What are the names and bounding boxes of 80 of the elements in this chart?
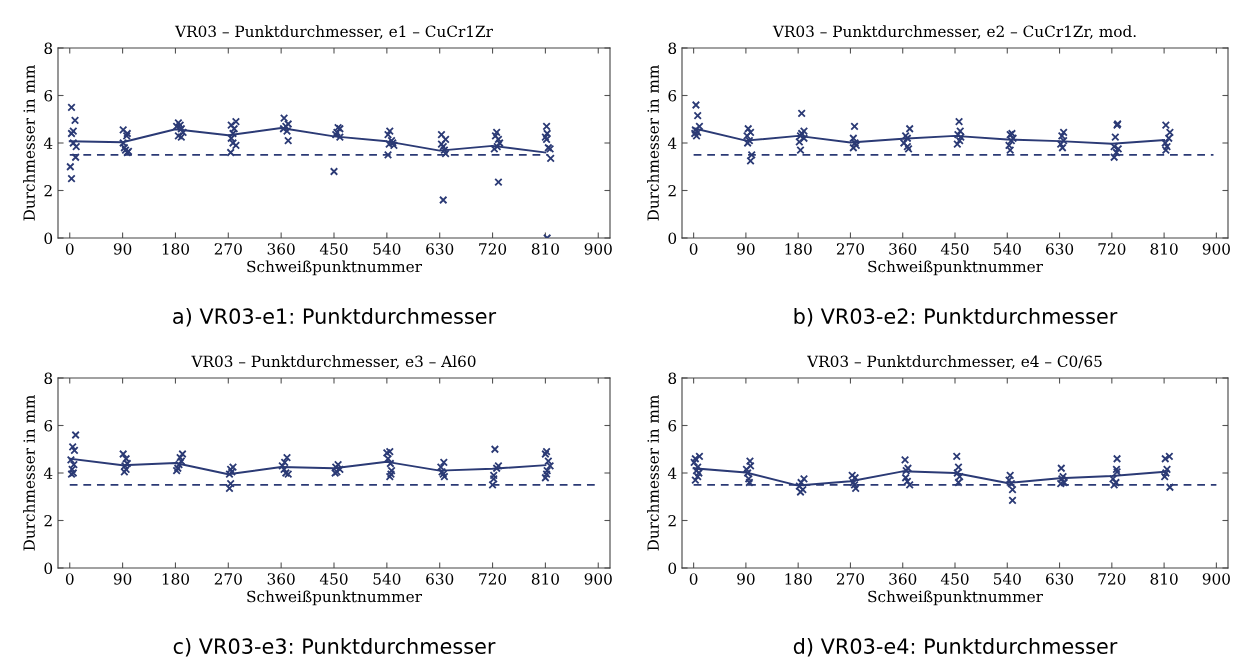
y-tick-label: 4 <box>43 137 53 149</box>
y-tick-label: 6 <box>44 89 53 102</box>
y-tick-label: 2 <box>668 514 676 527</box>
x-tick-label: 900 <box>1202 243 1230 255</box>
y-tick-label: 6 <box>668 89 677 102</box>
x-tick-label: 450 <box>940 573 969 585</box>
x-tick-label: 180 <box>785 243 812 255</box>
x-tick-label: 0 <box>689 243 698 255</box>
x-tick-label: 270 <box>836 573 865 585</box>
x-tick-label: 90 <box>737 243 755 255</box>
x-tick-label: 810 <box>531 573 559 585</box>
chart-title: VR03 – Punktdurchmesser, e1 – CuCr1Zr <box>174 25 493 39</box>
x-tick-label: 900 <box>1202 573 1230 585</box>
y-tick-label: 8 <box>44 42 53 55</box>
x-axis-title: Schweißpunktnummer <box>247 260 422 276</box>
x-tick-label: 540 <box>373 243 401 255</box>
text: a) VR03-e1: Punktdurchmesser <box>173 307 497 327</box>
y-tick-label: 6 <box>44 419 53 432</box>
y-tick-label: 2 <box>668 184 676 197</box>
x-tick-label: 900 <box>584 573 612 585</box>
x-tick-label: 180 <box>162 573 190 585</box>
x-axis-title: Schweißpunktnummer <box>247 590 422 606</box>
x-tick-label: 360 <box>889 573 917 585</box>
x-tick-label: 0 <box>65 573 74 585</box>
chart-title: VR03 – Punktdurchmesser, e2 – CuCr1Zr, mod. <box>772 25 1136 39</box>
y-tick-label: 0 <box>44 232 53 245</box>
x-tick-label: 450 <box>319 243 348 255</box>
chart-title: VR03 – Punktdurchmesser, e3 – Al60 <box>191 355 476 369</box>
x-tick-label: 720 <box>1098 573 1126 585</box>
x-tick-label: 540 <box>993 243 1021 255</box>
x-tick-label: 360 <box>267 573 295 585</box>
chart-title: VR03 – Punktdurchmesser, e4 – C0/65 <box>807 355 1102 369</box>
x-tick-label: 630 <box>426 573 454 585</box>
x-tick-label: 360 <box>889 243 917 255</box>
y-tick-label: 2 <box>44 184 52 197</box>
y-tick-label: 4 <box>667 467 677 479</box>
y-tick-label: 4 <box>667 137 677 149</box>
y-tick-label: 8 <box>44 372 53 385</box>
x-tick-label: 450 <box>319 573 348 585</box>
x-tick-label: 0 <box>65 243 74 255</box>
y-tick-label: 0 <box>668 232 677 245</box>
y-tick-label: 0 <box>668 562 677 575</box>
x-tick-label: 90 <box>737 573 755 585</box>
x-tick-label: 90 <box>113 573 132 585</box>
x-tick-label: 630 <box>1045 573 1074 585</box>
y-tick-label: 2 <box>44 514 52 527</box>
y-tick-label: 8 <box>668 42 677 55</box>
x-tick-label: 90 <box>113 243 132 255</box>
y-axis-title: Durchmesser in mm <box>23 65 35 221</box>
x-tick-label: 0 <box>689 573 698 585</box>
y-axis-title: Durchmesser in mm <box>647 65 659 221</box>
x-tick-label: 630 <box>1045 243 1074 255</box>
x-tick-label: 270 <box>836 243 865 255</box>
text: b) VR03-e2: Punktdurchmesser <box>794 307 1118 327</box>
x-tick-label: 540 <box>993 573 1021 585</box>
x-tick-label: 270 <box>214 573 242 585</box>
x-tick-label: 540 <box>373 573 401 585</box>
x-tick-label: 360 <box>267 243 295 255</box>
y-tick-label: 8 <box>668 372 677 385</box>
y-tick-label: 4 <box>43 467 53 479</box>
x-tick-label: 720 <box>479 573 507 585</box>
x-tick-label: 270 <box>214 243 242 255</box>
y-tick-label: 6 <box>668 419 677 432</box>
x-tick-label: 810 <box>1150 573 1178 585</box>
x-tick-label: 180 <box>162 243 190 255</box>
x-tick-label: 720 <box>479 243 507 255</box>
y-tick-label: 0 <box>44 562 53 575</box>
x-tick-label: 720 <box>1098 243 1126 255</box>
x-axis-title: Schweißpunktnummer <box>868 260 1043 276</box>
text: d) VR03-e4: Punktdurchmesser <box>793 637 1118 657</box>
y-axis-title: Durchmesser in mm <box>23 395 35 551</box>
y-axis-title: Durchmesser in mm <box>647 395 659 551</box>
x-tick-label: 450 <box>940 243 969 255</box>
x-axis-title: Schweißpunktnummer <box>868 590 1043 606</box>
x-tick-label: 810 <box>1150 243 1178 255</box>
x-tick-label: 900 <box>584 243 612 255</box>
text: c) VR03-e3: Punktdurchmesser <box>173 637 496 657</box>
x-tick-label: 180 <box>785 573 812 585</box>
x-tick-label: 810 <box>531 243 559 255</box>
x-tick-label: 630 <box>426 243 454 255</box>
